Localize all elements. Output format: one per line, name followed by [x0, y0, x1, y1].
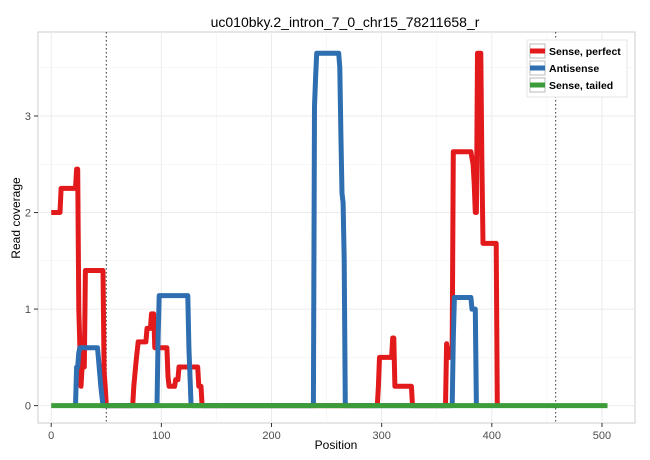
- legend-label: Sense, tailed: [549, 80, 613, 92]
- legend-label: Antisense: [549, 63, 599, 75]
- x-tick-label: 200: [262, 430, 280, 442]
- x-tick-label: 0: [48, 430, 54, 442]
- x-axis: 0 100 200 300 400 500: [48, 423, 611, 442]
- y-tick-label: 2: [25, 208, 31, 220]
- y-axis-title: Read coverage: [9, 177, 23, 259]
- chart-title: uc010bky.2_intron_7_0_chr15_78211658_r: [211, 14, 480, 30]
- legend-label: Sense, perfect: [549, 46, 621, 58]
- x-axis-title: Position: [315, 438, 358, 452]
- x-tick-label: 100: [152, 430, 170, 442]
- x-tick-label: 300: [372, 430, 390, 442]
- series-line-2: [73, 50, 479, 409]
- y-tick-label: 1: [25, 304, 31, 316]
- series-layer: [51, 50, 608, 409]
- legend: Sense, perfect Antisense Sense, tailed: [526, 39, 628, 98]
- y-tick-label: 3: [25, 111, 31, 123]
- x-tick-label: 400: [483, 430, 501, 442]
- x-tick-label: 500: [593, 430, 611, 442]
- y-axis: 0 1 2 3: [25, 111, 38, 413]
- series-line-1: [51, 50, 500, 409]
- y-tick-label: 0: [25, 401, 31, 413]
